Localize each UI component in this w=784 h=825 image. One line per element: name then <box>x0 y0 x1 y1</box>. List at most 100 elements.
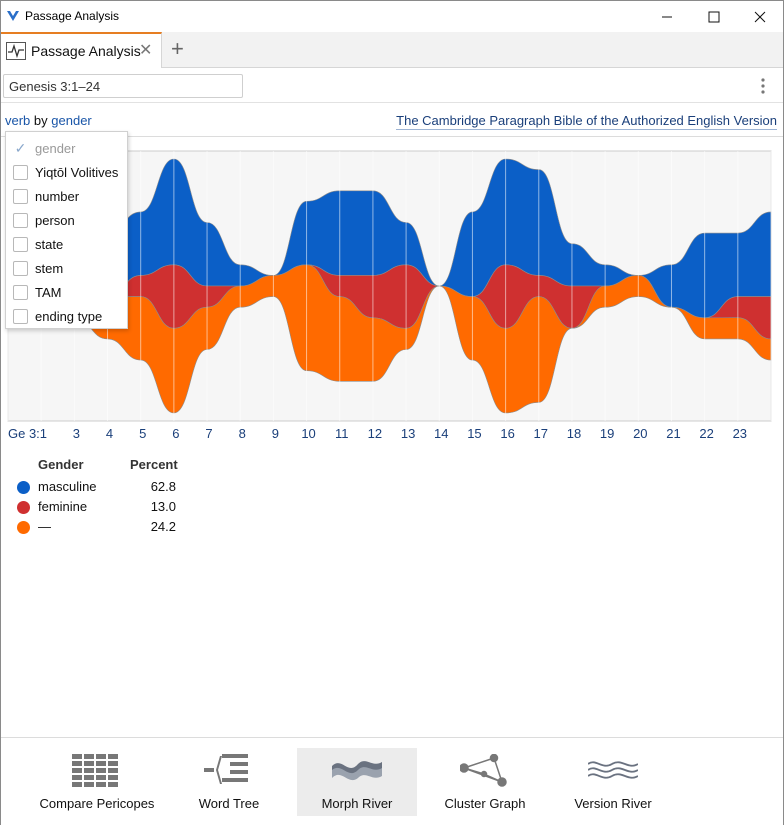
verse-tick-label[interactable]: 15 <box>467 426 481 441</box>
legend-header-value: Percent <box>130 457 178 472</box>
bible-version-link[interactable]: The Cambridge Paragraph Bible of the Aut… <box>396 113 777 130</box>
tab-bar: Passage Analysis ✕ + <box>1 32 783 68</box>
verse-tick-label[interactable]: 16 <box>500 426 514 441</box>
verse-tick-label[interactable]: 7 <box>205 426 212 441</box>
maximize-button[interactable] <box>691 1 737 32</box>
tool-compare-pericopes[interactable]: Compare Pericopes <box>37 748 157 816</box>
cluster-graph-icon <box>460 754 507 787</box>
legend-row[interactable]: — 24.2 <box>1 518 201 538</box>
verse-tick-label[interactable]: 12 <box>368 426 382 441</box>
verse-tick-label[interactable]: 10 <box>301 426 315 441</box>
checkbox[interactable] <box>13 284 28 300</box>
legend-label: masculine <box>38 479 97 494</box>
legend-row[interactable]: feminine 13.0 <box>1 498 201 518</box>
minimize-button[interactable] <box>644 1 690 32</box>
checkbox[interactable] <box>13 236 28 252</box>
dropdown-item-gender[interactable]: ✓ gender <box>6 136 127 160</box>
tool-label: Version River <box>574 796 652 811</box>
dropdown-item-label: TAM <box>35 284 62 300</box>
dropdown-item-yiqt-l-volitives[interactable]: Yiqtōl Volitives <box>6 160 127 184</box>
dropdown-item-state[interactable]: state <box>6 232 127 256</box>
dropdown-item-tam[interactable]: TAM <box>6 280 127 304</box>
legend-label: feminine <box>38 499 88 514</box>
legend-swatch <box>17 521 30 534</box>
tool-label: Morph River <box>321 796 393 811</box>
compare-pericopes-icon <box>72 754 118 787</box>
tab-label: Passage Analysis <box>31 43 141 59</box>
tab-close-icon[interactable]: ✕ <box>139 42 153 59</box>
dropdown-item-label: number <box>35 188 80 204</box>
tool-cluster-graph[interactable]: Cluster Graph <box>425 748 545 816</box>
dropdown-item-person[interactable]: person <box>6 208 127 232</box>
checkbox[interactable] <box>13 164 28 180</box>
logos-app-icon <box>7 11 19 21</box>
tool-morph-river[interactable]: Morph River <box>297 748 417 816</box>
minimize-icon <box>662 16 672 17</box>
window-title: Passage Analysis <box>25 9 120 23</box>
verse-tick-label[interactable]: 5 <box>139 426 146 441</box>
tool-label: Cluster Graph <box>444 796 526 811</box>
dropdown-item-label: person <box>35 212 75 228</box>
dropdown-item-ending-type[interactable]: ending type <box>6 304 127 328</box>
verse-tick-label[interactable]: 22 <box>699 426 713 441</box>
attribute-link[interactable]: gender <box>51 113 92 128</box>
reference-toolbar <box>1 69 783 103</box>
tab-passage-analysis[interactable]: Passage Analysis ✕ <box>1 32 162 68</box>
word-tree-icon <box>204 754 248 784</box>
attribute-dropdown: ✓ gender Yiqtōl Volitives number person state… <box>5 131 128 329</box>
dropdown-item-stem[interactable]: stem <box>6 256 127 280</box>
analysis-header: verb by gender The Cambridge Paragraph B… <box>1 105 783 137</box>
legend: Gender Percent masculine 62.8 feminine 13.0… <box>1 453 301 543</box>
grouping-selector: verb by gender <box>5 113 92 128</box>
tool-version-river[interactable]: Version River <box>553 748 673 816</box>
tool-word-tree[interactable]: Word Tree <box>169 748 289 816</box>
checkbox[interactable] <box>13 188 28 204</box>
legend-header-name: Gender <box>38 457 84 472</box>
legend-label: — <box>38 519 51 534</box>
add-tab-icon[interactable]: + <box>171 36 184 61</box>
legend-swatch <box>17 481 30 494</box>
verse-tick-label[interactable]: 20 <box>633 426 647 441</box>
verse-tick-label[interactable]: 23 <box>733 426 747 441</box>
part-of-speech-link[interactable]: verb <box>5 113 31 128</box>
checkbox[interactable] <box>13 308 28 324</box>
verse-tick-label[interactable]: 11 <box>335 426 349 441</box>
maximize-icon <box>708 11 720 22</box>
close-icon <box>754 11 766 22</box>
tool-label: Word Tree <box>198 796 260 811</box>
verse-tick-label[interactable]: 6 <box>172 426 179 441</box>
morph-river-icon <box>332 761 382 781</box>
legend-percent: 24.2 <box>150 519 176 534</box>
verse-tick-label[interactable]: 13 <box>401 426 415 441</box>
verse-tick-label[interactable]: 17 <box>534 426 548 441</box>
verse-tick-label[interactable]: 3 <box>73 426 80 441</box>
dropdown-item-label: gender <box>35 140 76 156</box>
legend-row[interactable]: masculine 62.8 <box>1 478 201 498</box>
morph-river-chart[interactable]: Ge 3:1 3 4 5 6 7 8 9 10 11 12 13 14 15 16 17 18 19 20 21 22 2… <box>1 141 783 451</box>
verse-tick-label[interactable]: Ge 3:1 <box>8 426 47 441</box>
visualization-toolbar: Compare Pericopes Word Tree Morph River Clu… <box>1 737 783 825</box>
verse-tick-label[interactable]: 8 <box>239 426 246 441</box>
by-label: by <box>33 113 48 128</box>
checkbox[interactable] <box>13 212 28 228</box>
verse-tick-label[interactable]: 14 <box>434 426 448 441</box>
legend-swatch <box>17 501 30 514</box>
verse-tick-label[interactable]: 18 <box>567 426 581 441</box>
checkbox[interactable] <box>13 260 28 276</box>
tool-label: Compare Pericopes <box>39 796 155 811</box>
legend-percent: 13.0 <box>150 499 176 514</box>
close-window-button[interactable] <box>737 1 783 32</box>
reference-input[interactable] <box>3 74 243 98</box>
dropdown-item-number[interactable]: number <box>6 184 127 208</box>
checkmark-icon[interactable]: ✓ <box>13 139 28 156</box>
version-river-icon <box>588 761 638 779</box>
verse-tick-label[interactable]: 9 <box>272 426 279 441</box>
more-options-icon[interactable] <box>755 75 771 97</box>
verse-tick-label[interactable]: 4 <box>106 426 113 441</box>
verse-tick-label[interactable]: 21 <box>666 426 680 441</box>
dropdown-item-label: ending type <box>35 308 103 324</box>
dropdown-item-label: state <box>35 236 64 252</box>
dropdown-item-label: stem <box>35 260 64 276</box>
verse-tick-label[interactable]: 19 <box>600 426 614 441</box>
